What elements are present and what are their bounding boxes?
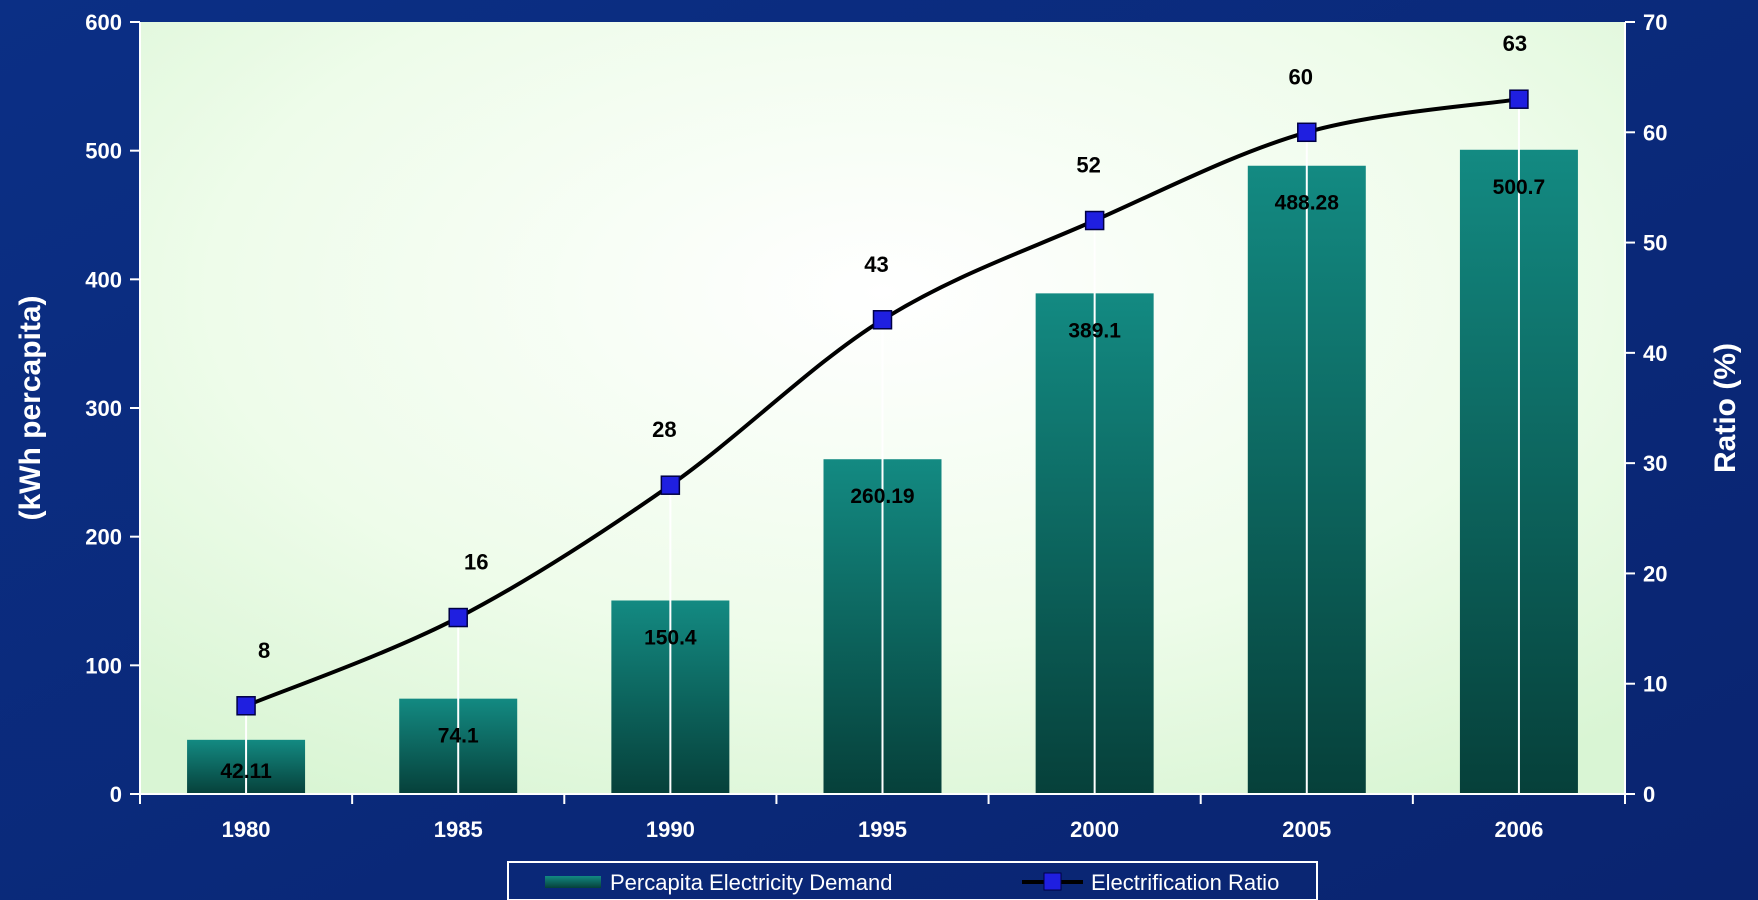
ratio-marker-1990 [660,475,681,495]
y-tick-label-500: 500 [85,139,122,164]
legend-marker-swatch [1043,872,1062,891]
y-axis-title: (kWh percapita) [14,295,47,520]
y2-tick-label-40: 40 [1643,341,1667,366]
ratio-value-label-1985: 16 [464,550,488,575]
bar-value-label-1985: 74.1 [438,725,479,748]
ratio-value-label-1995: 43 [864,252,888,277]
legend-label-ratio: Electrification Ratio [1091,870,1279,895]
x-tick-label-2006: 2006 [1494,817,1543,842]
y2-axis-title: Ratio (%) [1709,343,1742,473]
bar-value-label-1995: 260.19 [850,485,914,508]
ratio-marker-1995 [872,310,893,330]
y-tick-label-600: 600 [85,10,122,35]
y2-tick-label-50: 50 [1643,231,1667,256]
y2-tick-label-20: 20 [1643,561,1667,586]
ratio-value-label-2000: 52 [1076,153,1100,178]
x-tick-label-1990: 1990 [646,817,695,842]
ratio-value-label-2006: 63 [1503,31,1527,56]
ratio-marker-2005 [1297,122,1317,143]
y2-tick-label-30: 30 [1643,451,1667,476]
bar-value-label-2006: 500.7 [1493,176,1546,199]
y-tick-label-300: 300 [85,396,122,421]
x-tick-label-2000: 2000 [1070,817,1119,842]
ratio-marker-2000 [1084,210,1105,231]
y-tick-label-0: 0 [110,782,122,807]
legend: Percapita Electricity Demand Electrifica… [507,861,1318,900]
y-tick-label-400: 400 [85,267,122,292]
legend-label-demand: Percapita Electricity Demand [610,870,892,895]
ratio-marker-2006 [1509,89,1529,109]
ratio-value-label-1990: 28 [652,417,676,442]
x-tick-label-1995: 1995 [858,817,907,842]
bar-value-label-1980: 42.11 [220,760,272,783]
bar-value-label-1990: 150.4 [644,626,697,649]
y2-tick-label-60: 60 [1643,120,1667,145]
x-tick-label-1985: 1985 [434,817,483,842]
ratio-marker-1985 [448,607,468,628]
x-tick-label-1980: 1980 [222,817,271,842]
x-tick-label-2005: 2005 [1282,817,1331,842]
y2-tick-label-70: 70 [1643,10,1667,35]
y2-tick-label-10: 10 [1643,672,1667,697]
y-tick-label-200: 200 [85,525,122,550]
bar-value-label-2000: 389.1 [1068,319,1121,342]
y2-tick-label-0: 0 [1643,782,1655,807]
legend-box [507,861,1318,900]
legend-bar-swatch [545,876,601,888]
ratio-value-label-1980: 8 [258,638,270,663]
ratio-value-label-2005: 60 [1289,64,1313,89]
y-tick-label-100: 100 [85,653,122,678]
bar-value-label-2005: 488.28 [1275,192,1340,215]
ratio-marker-1980 [236,696,256,716]
